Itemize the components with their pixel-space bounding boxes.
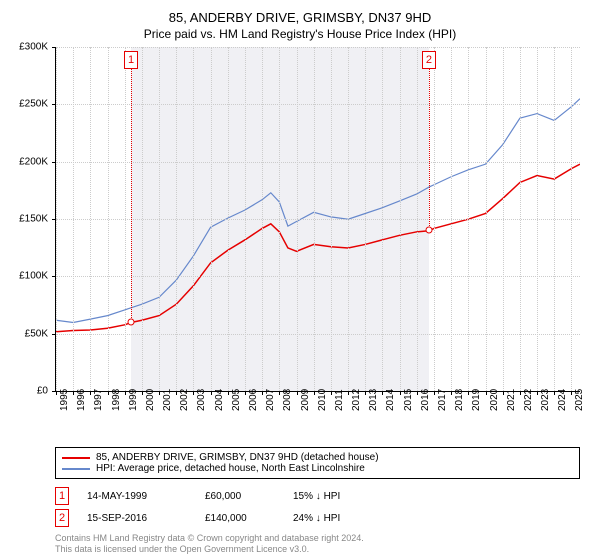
x-gridline: [365, 47, 366, 391]
chart-marker-dot: [425, 227, 432, 234]
sale-date: 15-SEP-2016: [87, 513, 187, 524]
x-gridline: [228, 47, 229, 391]
x-gridline: [245, 47, 246, 391]
y-axis-label: £100K: [19, 271, 48, 282]
x-gridline: [486, 47, 487, 391]
y-axis-label: £300K: [19, 42, 48, 53]
x-gridline: [451, 47, 452, 391]
legend-label: HPI: Average price, detached house, Nort…: [96, 463, 365, 474]
sale-marker-box: 2: [55, 509, 69, 527]
sale-row: 1 14-MAY-1999 £60,000 15% ↓ HPI: [55, 487, 580, 505]
y-axis-label: £200K: [19, 156, 48, 167]
x-gridline: [314, 47, 315, 391]
sale-date: 14-MAY-1999: [87, 491, 187, 502]
title-sub: Price paid vs. HM Land Registry's House …: [15, 27, 585, 41]
x-gridline: [537, 47, 538, 391]
chart-titles: 85, ANDERBY DRIVE, GRIMSBY, DN37 9HD Pri…: [15, 10, 585, 41]
y-axis-label: £150K: [19, 214, 48, 225]
chart-plot-area: £0£50K£100K£150K£200K£250K£300K 19951996…: [55, 47, 580, 392]
y-axis-label: £0: [37, 386, 48, 397]
x-gridline: [159, 47, 160, 391]
x-gridline: [571, 47, 572, 391]
chart-marker-line: [429, 69, 430, 230]
legend-swatch-blue: [62, 468, 90, 470]
y-axis: £0£50K£100K£150K£200K£250K£300K: [12, 47, 52, 391]
y-gridline: [56, 334, 580, 335]
x-gridline: [348, 47, 349, 391]
x-gridline: [211, 47, 212, 391]
x-gridline: [176, 47, 177, 391]
x-gridline: [297, 47, 298, 391]
x-gridline: [56, 47, 57, 391]
x-gridline: [520, 47, 521, 391]
x-gridline: [262, 47, 263, 391]
x-gridline: [108, 47, 109, 391]
x-gridline: [90, 47, 91, 391]
x-gridline: [73, 47, 74, 391]
legend-label: 85, ANDERBY DRIVE, GRIMSBY, DN37 9HD (de…: [96, 452, 379, 463]
y-gridline: [56, 219, 580, 220]
x-gridline: [434, 47, 435, 391]
x-gridline: [417, 47, 418, 391]
sale-rows: 1 14-MAY-1999 £60,000 15% ↓ HPI 2 15-SEP…: [55, 487, 580, 527]
x-gridline: [193, 47, 194, 391]
x-axis: 1995199619971998199920002001200220032004…: [56, 391, 580, 446]
legend-swatch-red: [62, 457, 90, 459]
x-gridline: [331, 47, 332, 391]
sale-row: 2 15-SEP-2016 £140,000 24% ↓ HPI: [55, 509, 580, 527]
attribution-text: Contains HM Land Registry data © Crown c…: [55, 533, 580, 555]
sale-price: £140,000: [205, 513, 275, 524]
chart-marker-dot: [128, 319, 135, 326]
y-axis-label: £250K: [19, 99, 48, 110]
x-gridline: [142, 47, 143, 391]
x-gridline: [125, 47, 126, 391]
legend-row: HPI: Average price, detached house, Nort…: [62, 463, 573, 474]
x-gridline: [279, 47, 280, 391]
sale-marker-box: 1: [55, 487, 69, 505]
y-axis-label: £50K: [25, 328, 48, 339]
legend-box: 85, ANDERBY DRIVE, GRIMSBY, DN37 9HD (de…: [55, 447, 580, 479]
arrow-down-icon: ↓: [316, 491, 321, 502]
y-gridline: [56, 162, 580, 163]
series-line-blue: [56, 99, 580, 323]
sale-diff: 24% ↓ HPI: [293, 513, 343, 524]
x-gridline: [468, 47, 469, 391]
x-gridline: [382, 47, 383, 391]
legend-row: 85, ANDERBY DRIVE, GRIMSBY, DN37 9HD (de…: [62, 452, 573, 463]
y-gridline: [56, 47, 580, 48]
x-gridline: [400, 47, 401, 391]
title-main: 85, ANDERBY DRIVE, GRIMSBY, DN37 9HD: [15, 10, 585, 25]
arrow-down-icon: ↓: [316, 513, 321, 524]
sale-diff: 15% ↓ HPI: [293, 491, 343, 502]
chart-marker-box: 1: [124, 51, 138, 69]
chart-marker-line: [131, 69, 132, 322]
chart-footer: 85, ANDERBY DRIVE, GRIMSBY, DN37 9HD (de…: [55, 447, 580, 555]
y-gridline: [56, 276, 580, 277]
sale-price: £60,000: [205, 491, 275, 502]
chart-marker-box: 2: [422, 51, 436, 69]
x-gridline: [503, 47, 504, 391]
y-gridline: [56, 104, 580, 105]
x-gridline: [554, 47, 555, 391]
